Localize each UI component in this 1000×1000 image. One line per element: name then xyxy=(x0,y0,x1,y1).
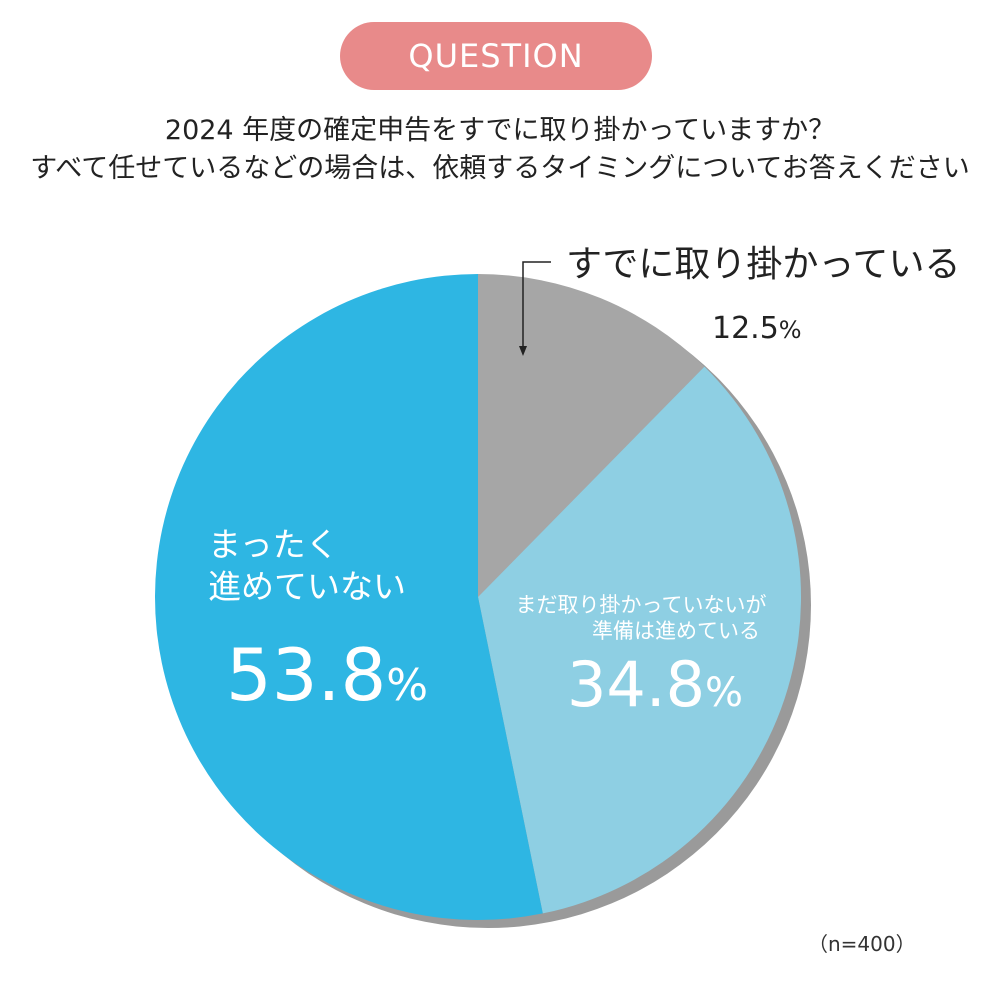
sample-size-note: （n=400） xyxy=(808,932,916,956)
question-line-1: 2024 年度の確定申告をすでに取り掛かっていますか？ xyxy=(164,115,836,146)
pie-slice-2 xyxy=(478,366,801,914)
slice-1-value: 12.5% xyxy=(712,311,802,346)
slice-3-label-line-2: 進めていない xyxy=(208,567,406,606)
slice-3-value: 53.8% xyxy=(226,633,428,717)
slice-2-label-line-2: 準備は進めている xyxy=(592,619,760,643)
leader-arrow-icon xyxy=(519,346,527,356)
pie-slice-1 xyxy=(478,274,705,597)
question-line-2: すべて任せているなどの場合は、依頼するタイミングについてお答えください xyxy=(30,153,970,184)
pie-slices xyxy=(155,274,801,920)
slice-2-value: 34.8% xyxy=(567,648,743,721)
slice-2-label-line-1: まだ取り掛かっていないが xyxy=(516,593,767,617)
leader-line xyxy=(522,261,551,352)
slice-3-label-line-1: まったく xyxy=(208,525,339,564)
pie-slice-3 xyxy=(155,274,543,920)
question-badge: QUESTION xyxy=(340,22,652,90)
question-badge-label: QUESTION xyxy=(408,37,584,75)
slice-1-label: すでに取り掛かっている xyxy=(566,244,961,285)
